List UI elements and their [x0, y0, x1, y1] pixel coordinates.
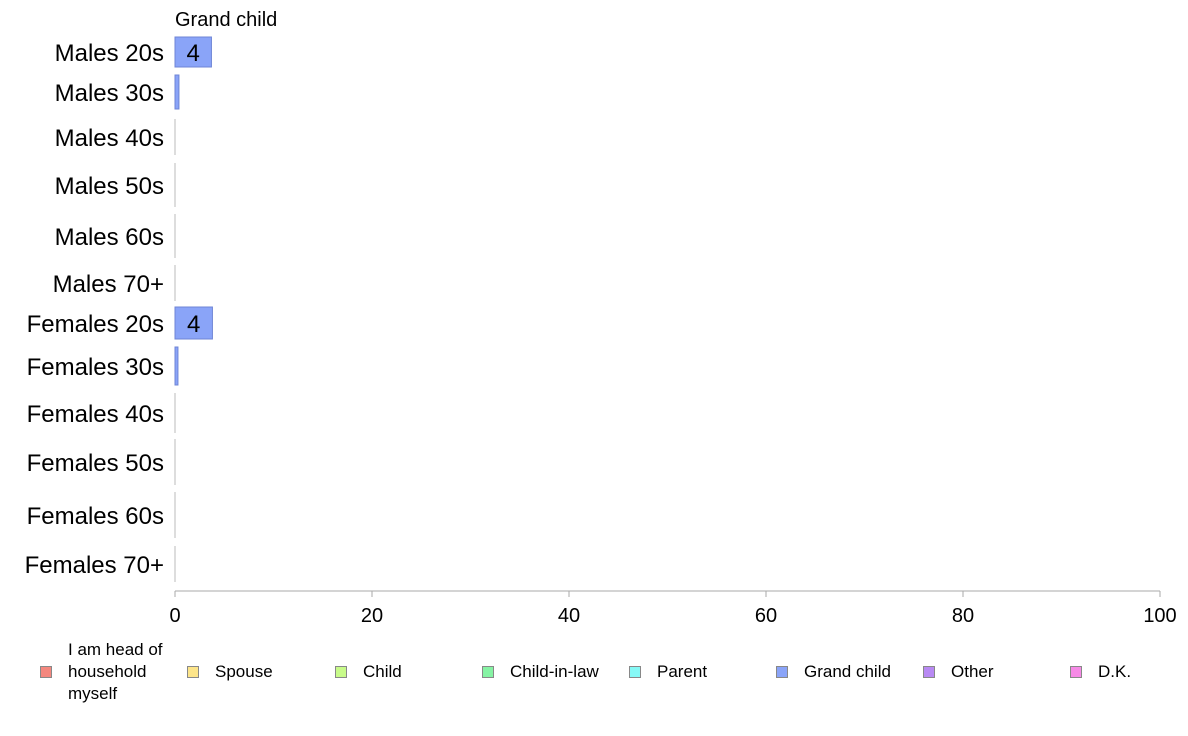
category-label: Females 50s	[27, 450, 164, 477]
x-tick-label: 20	[361, 605, 383, 627]
legend-label: Other	[951, 662, 994, 681]
category-label: Females 20s	[27, 311, 164, 338]
x-tick-label: 60	[755, 605, 777, 627]
legend-item: I am head of household myself	[40, 639, 163, 705]
bar-value-label: 4	[187, 311, 200, 338]
category-label: Males 30s	[55, 80, 164, 107]
bar	[174, 346, 179, 386]
legend: I am head of household myself Spouse Child Ch…	[0, 640, 1188, 720]
legend-swatch	[1070, 666, 1082, 678]
legend-label: Parent	[657, 662, 708, 681]
legend-label: Spouse	[215, 662, 273, 681]
category-label: Males 50s	[55, 173, 164, 200]
bar-chart: Grand child Males 20s Males 30s Males 40s M…	[25, 9, 1177, 627]
category-label: Males 60s	[55, 224, 164, 251]
legend-swatch	[629, 666, 641, 678]
legend-item: D.K.	[1070, 661, 1131, 683]
bar	[174, 306, 213, 340]
x-tick-label: 80	[952, 605, 974, 627]
category-label: Females 30s	[27, 354, 164, 381]
category-label: Females 60s	[27, 503, 164, 530]
legend-swatch	[40, 666, 52, 678]
legend-swatch	[776, 666, 788, 678]
legend-swatch	[335, 666, 347, 678]
legend-label: D.K.	[1098, 662, 1132, 681]
legend-swatch	[482, 666, 494, 678]
category-label: Females 70+	[25, 552, 164, 579]
legend-item: Child-in-law	[482, 661, 599, 683]
legend-label: I am head of household myself	[68, 640, 163, 703]
legend-swatch	[187, 666, 199, 678]
legend-item: Child	[335, 661, 402, 683]
category-label: Males 40s	[55, 125, 164, 152]
legend-item: Parent	[629, 661, 707, 683]
legend-item: Spouse	[187, 661, 273, 683]
bar-value-label: 4	[187, 40, 200, 67]
category-label: Males 20s	[55, 40, 164, 67]
bar	[174, 74, 180, 110]
category-label: Males 70+	[53, 271, 164, 298]
legend-label: Child-in-law	[510, 662, 599, 681]
x-tick-label: 0	[169, 605, 180, 627]
x-tick-label: 40	[558, 605, 580, 627]
legend-label: Grand child	[804, 662, 891, 681]
legend-item: Other	[923, 661, 994, 683]
legend-item: Grand child	[776, 661, 891, 683]
bar	[174, 36, 212, 68]
legend-label: Child	[363, 662, 402, 681]
category-label: Females 40s	[27, 401, 164, 428]
x-tick-label: 100	[1143, 605, 1176, 627]
panel-title: Grand child	[175, 9, 277, 31]
legend-swatch	[923, 666, 935, 678]
